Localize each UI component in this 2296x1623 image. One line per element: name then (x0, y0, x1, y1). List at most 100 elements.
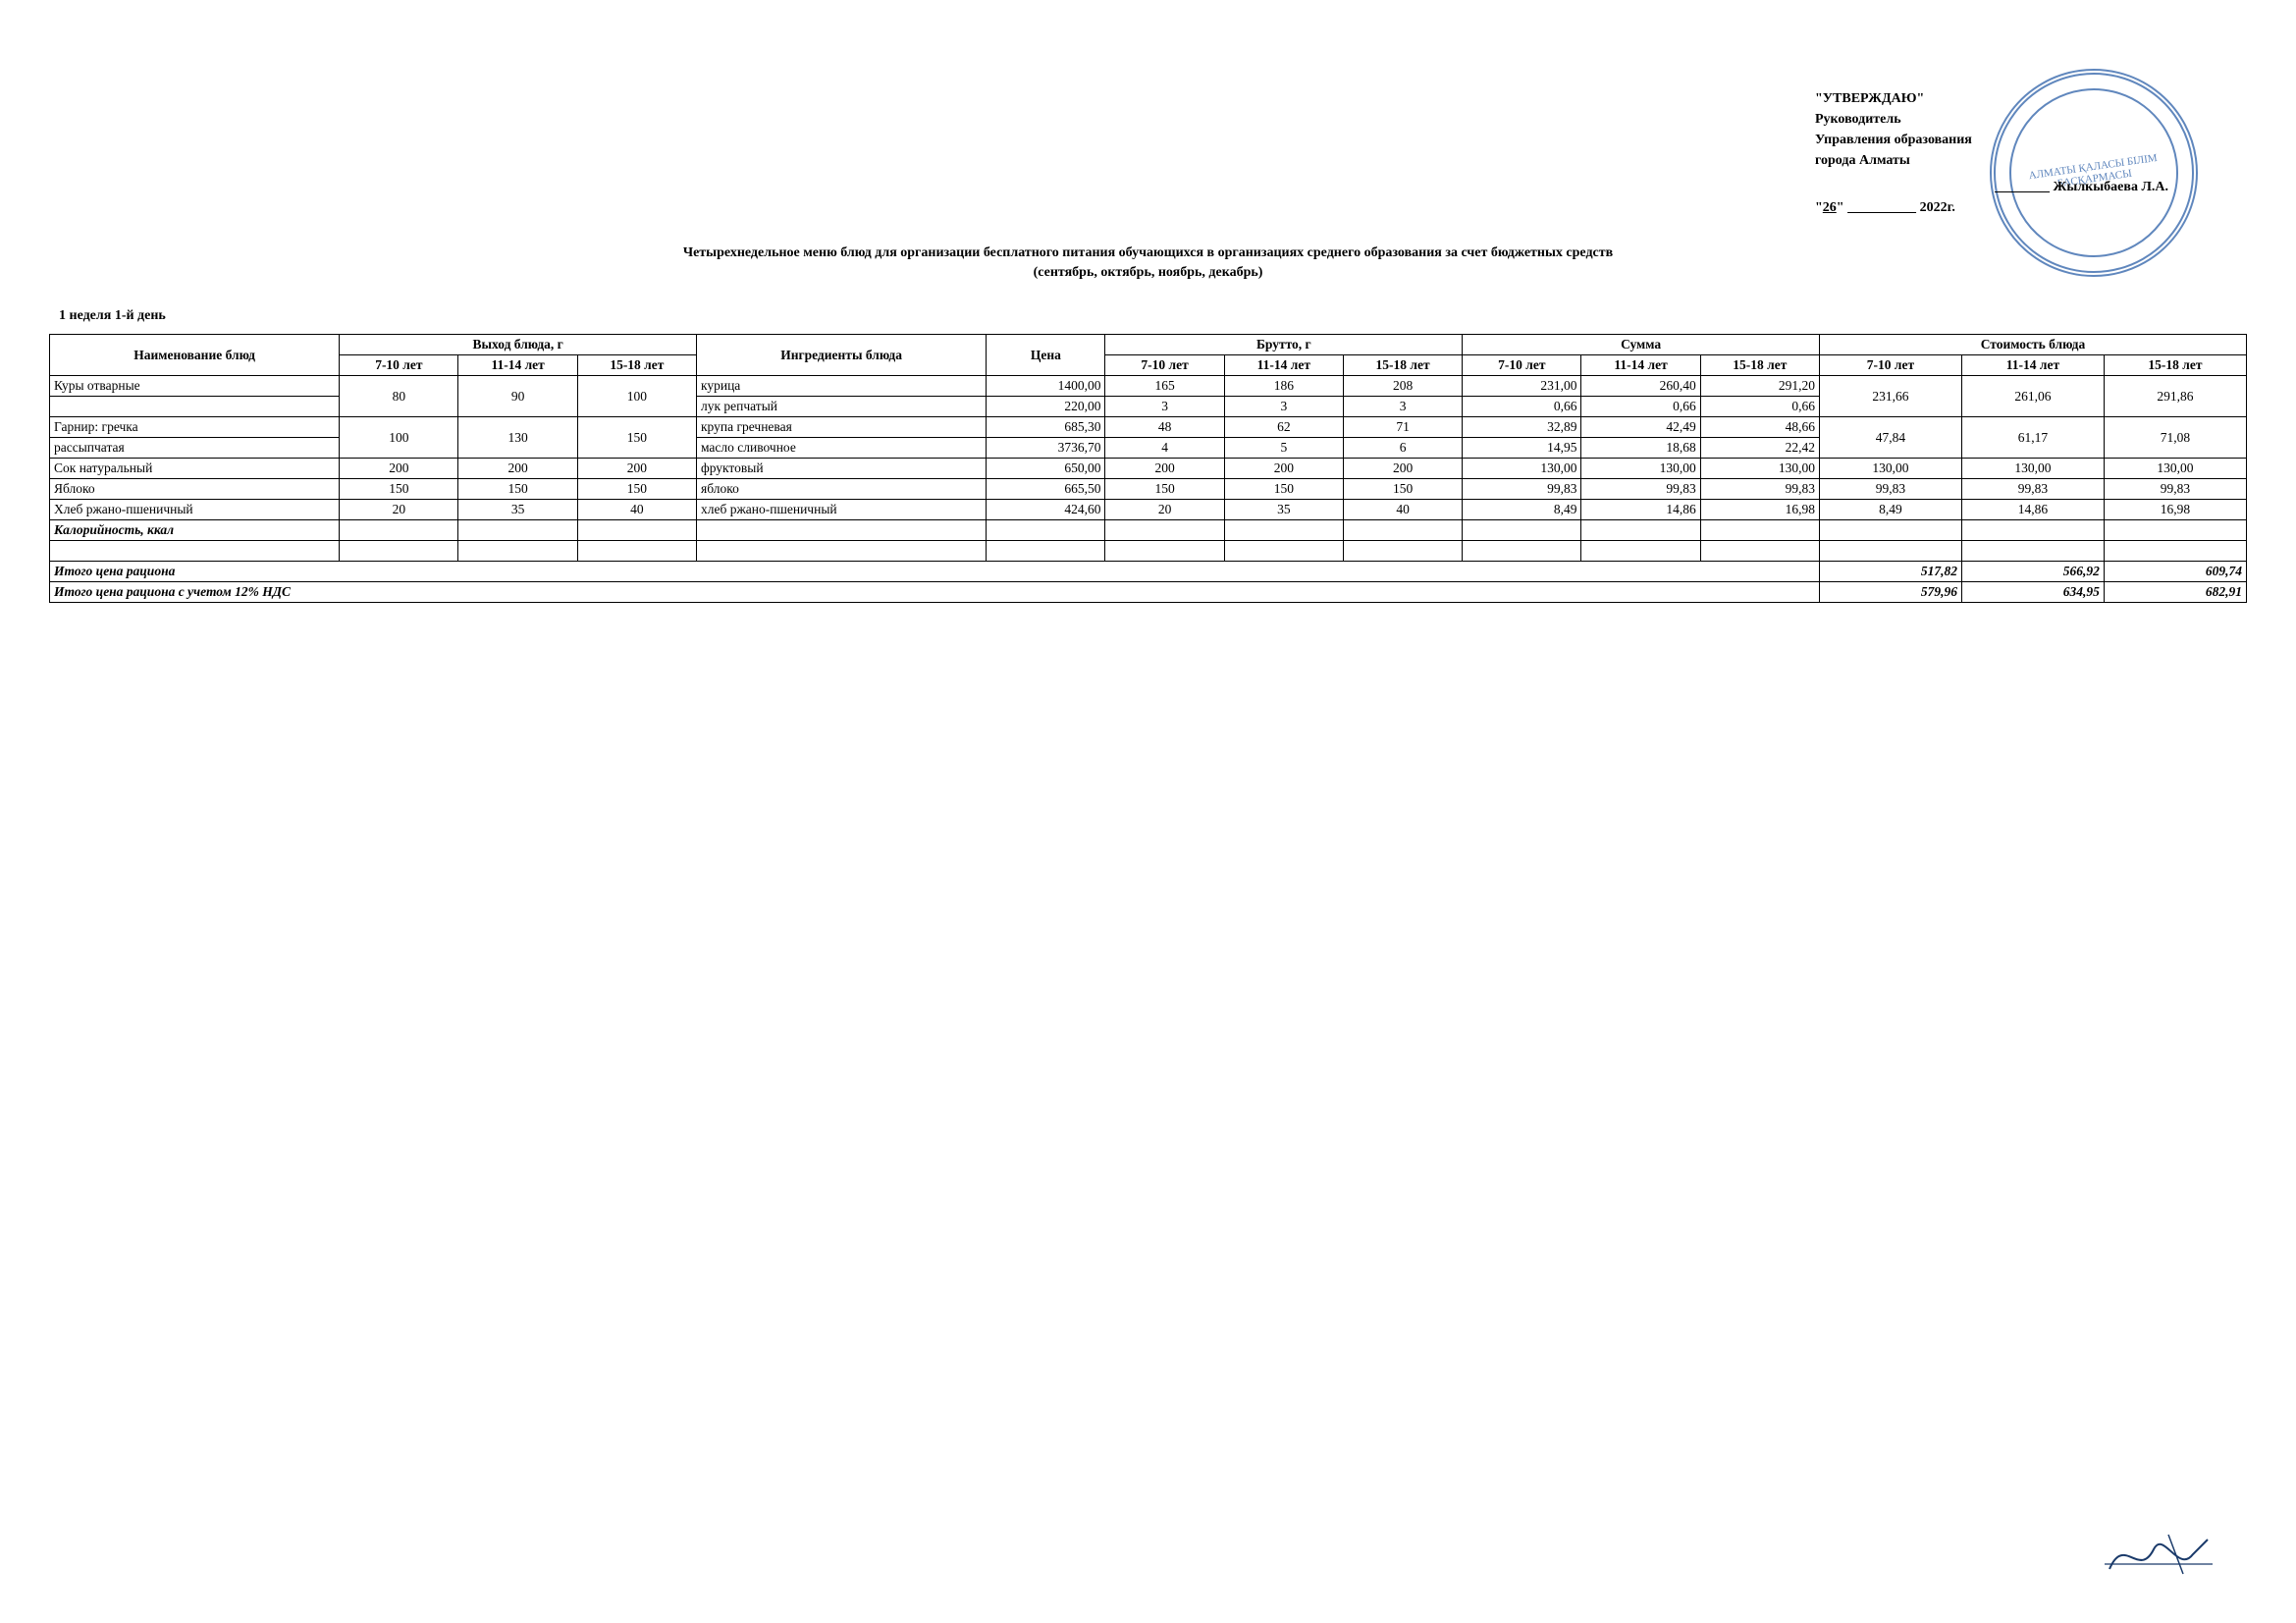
cell-yield (577, 541, 696, 562)
cell-sum: 8,49 (1463, 500, 1581, 520)
cell-brutto (1105, 541, 1224, 562)
cell-cost: 130,00 (1961, 459, 2104, 479)
cell-brutto: 71 (1343, 417, 1462, 438)
header-sum-age1: 7-10 лет (1463, 355, 1581, 376)
header-cost-group: Стоимость блюда (1819, 335, 2246, 355)
cell-sum: 0,66 (1463, 397, 1581, 417)
cell-cost: 8,49 (1819, 500, 1961, 520)
cell-sum: 14,95 (1463, 438, 1581, 459)
cell-sum: 48,66 (1700, 417, 1819, 438)
week-day-label: 1 неделя 1-й день (59, 308, 2247, 324)
cell-sum (1700, 541, 1819, 562)
cell-ingredient: крупа гречневая (696, 417, 986, 438)
cell-cost (1961, 520, 2104, 541)
cell-brutto: 35 (1224, 500, 1343, 520)
approval-line-4: города Алматы (1815, 150, 2168, 171)
cell-sum (1581, 541, 1700, 562)
cell-yield: 200 (458, 459, 577, 479)
cell-price: 665,50 (987, 479, 1105, 500)
cell-ingredient (696, 520, 986, 541)
title-line-1: Четырехнедельное меню блюд для организац… (461, 245, 1836, 261)
cell-brutto: 150 (1224, 479, 1343, 500)
cell-yield: 150 (577, 417, 696, 459)
cell-yield (577, 520, 696, 541)
total-nds-row: Итого цена рациона с учетом 12% НДС579,9… (50, 582, 2247, 603)
cell-dish (50, 541, 340, 562)
cell-sum: 32,89 (1463, 417, 1581, 438)
approval-line-3: Управления образования (1815, 130, 2168, 150)
cell-brutto: 6 (1343, 438, 1462, 459)
cell-ingredient (696, 541, 986, 562)
cell-sum: 0,66 (1700, 397, 1819, 417)
cell-brutto: 4 (1105, 438, 1224, 459)
cell-yield: 150 (577, 479, 696, 500)
approval-block: "УТВЕРЖДАЮ" Руководитель Управления обра… (1815, 88, 2168, 218)
title-line-2: (сентябрь, октябрь, ноябрь, декабрь) (461, 265, 1836, 281)
header-ingredients: Ингредиенты блюда (696, 335, 986, 376)
header-brutto-age1: 7-10 лет (1105, 355, 1224, 376)
cell-price: 3736,70 (987, 438, 1105, 459)
total-value: 517,82 (1819, 562, 1961, 582)
table-row: Хлеб ржано-пшеничный203540хлеб ржано-пше… (50, 500, 2247, 520)
cell-yield: 35 (458, 500, 577, 520)
header-yield-age1: 7-10 лет (340, 355, 458, 376)
cell-brutto: 200 (1343, 459, 1462, 479)
cell-yield: 130 (458, 417, 577, 459)
header-yield-age3: 15-18 лет (577, 355, 696, 376)
cell-dish: Куры отварные (50, 376, 340, 397)
cell-brutto: 200 (1224, 459, 1343, 479)
approval-date-day: 26 (1823, 200, 1837, 215)
total-value: 634,95 (1961, 582, 2104, 603)
cell-sum: 231,00 (1463, 376, 1581, 397)
cell-sum (1581, 520, 1700, 541)
cell-cost: 71,08 (2104, 417, 2246, 459)
cell-dish: рассыпчатая (50, 438, 340, 459)
cell-brutto: 62 (1224, 417, 1343, 438)
header-price: Цена (987, 335, 1105, 376)
cell-cost (2104, 520, 2246, 541)
header-yield-group: Выход блюда, г (340, 335, 697, 355)
cell-sum (1463, 520, 1581, 541)
cell-ingredient: хлеб ржано-пшеничный (696, 500, 986, 520)
cell-dish (50, 397, 340, 417)
table-row: Куры отварные8090100курица1400,001651862… (50, 376, 2247, 397)
cell-sum: 16,98 (1700, 500, 1819, 520)
cell-sum: 130,00 (1700, 459, 1819, 479)
cell-ingredient: курица (696, 376, 986, 397)
cell-brutto (1343, 541, 1462, 562)
table-row (50, 541, 2247, 562)
cell-brutto: 40 (1343, 500, 1462, 520)
approval-line-1: "УТВЕРЖДАЮ" (1815, 88, 2168, 109)
cell-brutto: 208 (1343, 376, 1462, 397)
approval-date-space (1847, 200, 1916, 215)
cell-sum (1463, 541, 1581, 562)
cell-brutto: 3 (1105, 397, 1224, 417)
total-value: 682,91 (2104, 582, 2246, 603)
approval-date-year: 2022г. (1920, 200, 1955, 215)
cell-brutto (1224, 541, 1343, 562)
cell-cost: 261,06 (1961, 376, 2104, 417)
table-header: Наименование блюд Выход блюда, г Ингреди… (50, 335, 2247, 376)
header-cost-age2: 11-14 лет (1961, 355, 2104, 376)
cell-price: 1400,00 (987, 376, 1105, 397)
cell-yield: 40 (577, 500, 696, 520)
cell-sum: 291,20 (1700, 376, 1819, 397)
cell-brutto: 20 (1105, 500, 1224, 520)
table-row: Гарнир: гречка100130150крупа гречневая68… (50, 417, 2247, 438)
cell-cost: 231,66 (1819, 376, 1961, 417)
header-yield-age2: 11-14 лет (458, 355, 577, 376)
cell-yield: 20 (340, 500, 458, 520)
approval-line-2: Руководитель (1815, 109, 2168, 130)
cell-dish: Калорийность, ккал (50, 520, 340, 541)
cell-ingredient: лук репчатый (696, 397, 986, 417)
cell-sum: 130,00 (1581, 459, 1700, 479)
cell-yield: 150 (340, 479, 458, 500)
total-value: 609,74 (2104, 562, 2246, 582)
cell-yield (340, 520, 458, 541)
cell-yield: 150 (458, 479, 577, 500)
cell-cost: 61,17 (1961, 417, 2104, 459)
header-brutto-age3: 15-18 лет (1343, 355, 1462, 376)
cell-yield: 80 (340, 376, 458, 417)
menu-table: Наименование блюд Выход блюда, г Ингреди… (49, 334, 2247, 603)
table-row: Сок натуральный200200200фруктовый650,002… (50, 459, 2247, 479)
